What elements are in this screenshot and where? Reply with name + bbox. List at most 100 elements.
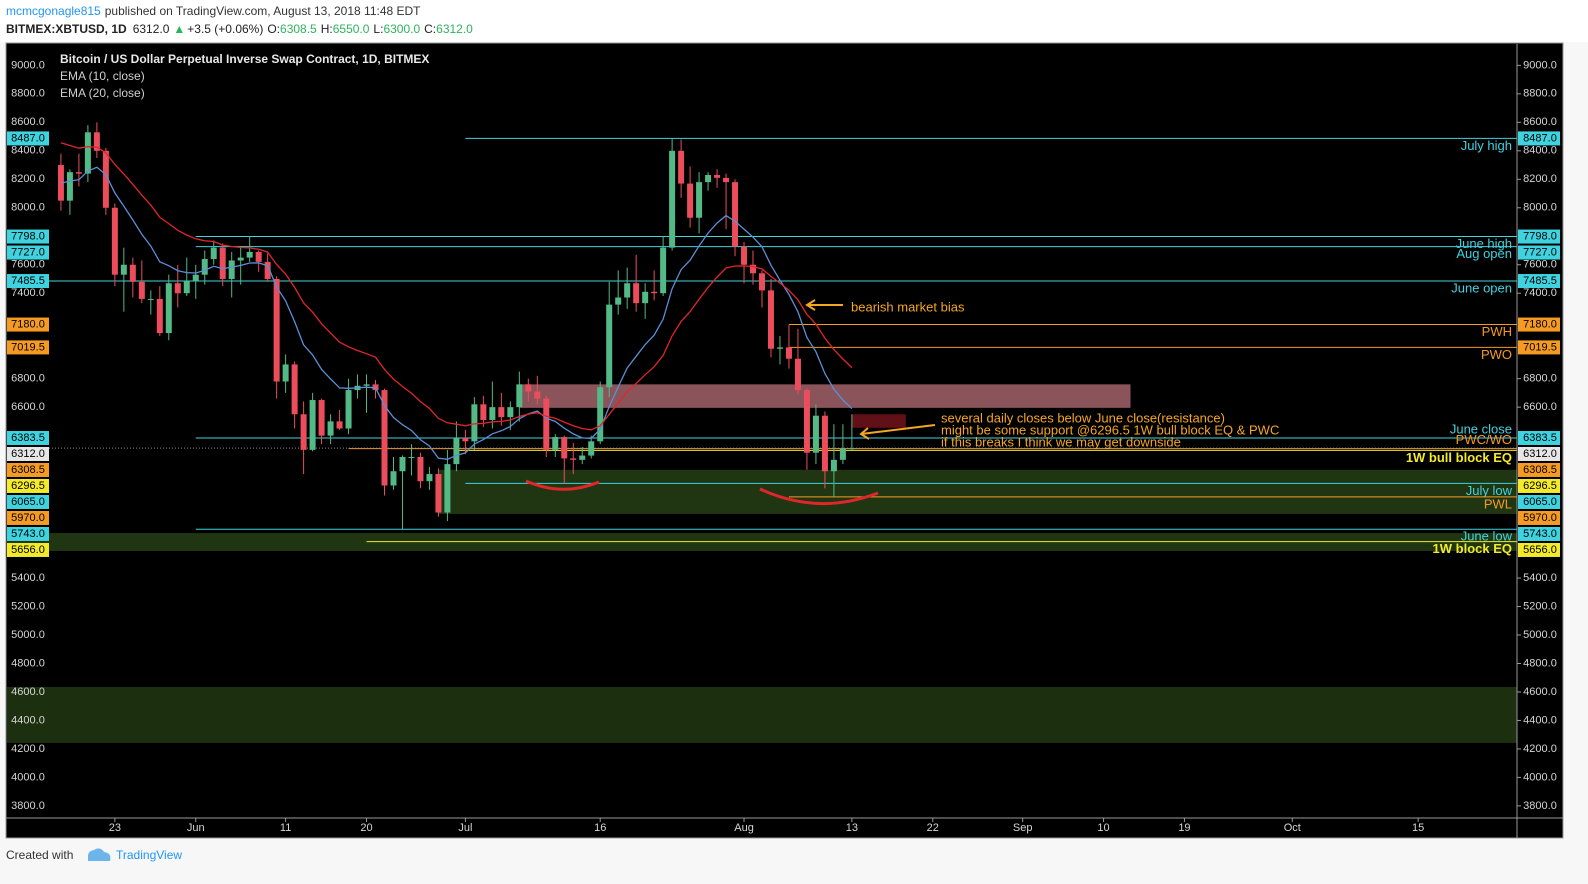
candle-body [785, 347, 792, 359]
arrow [859, 424, 936, 440]
price-badge-label: 7485.5 [1523, 275, 1557, 287]
y-tick-label: 8400.0 [1523, 145, 1557, 157]
header-line: mcmcgonagle815 published on TradingView.c… [6, 4, 421, 18]
candle-body [615, 297, 622, 305]
candle-body [552, 437, 559, 450]
y-tick-label: 5400.0 [1523, 572, 1557, 584]
candle-body [821, 415, 828, 472]
candle-body [543, 398, 550, 450]
candle-body [624, 283, 631, 298]
candle-body [417, 456, 424, 482]
price-badge [7, 510, 49, 525]
candle-body [812, 415, 819, 453]
candle-body [93, 132, 100, 151]
y-tick-label: 4200.0 [11, 743, 45, 755]
candle-body [732, 182, 739, 247]
y-tick-label: 7600.0 [11, 259, 45, 271]
last: 6312.0 [133, 22, 170, 36]
price-badge [1518, 430, 1560, 445]
candle-body [147, 298, 154, 300]
price-badge-label: 7798.0 [11, 230, 45, 242]
candle-body [507, 407, 514, 418]
arrow [805, 299, 843, 311]
y-tick-label: 6600.0 [11, 401, 45, 413]
candle-body [381, 390, 388, 486]
price-badge-label: 7019.5 [11, 341, 45, 353]
price-badge-label: 7019.5 [1523, 341, 1557, 353]
price-badge [7, 494, 49, 509]
y-tick-label: 3800.0 [1523, 800, 1557, 812]
level-label: July high [1461, 138, 1512, 153]
level-label: June low [1461, 529, 1513, 544]
ema-lines [60, 142, 853, 460]
x-tick-label: 16 [594, 822, 606, 834]
price-badge [7, 478, 49, 493]
candle-body [336, 421, 343, 429]
x-tick-label: 20 [360, 822, 372, 834]
price-badge-label: 5970.0 [1523, 512, 1557, 524]
x-tick-label: Aug [734, 822, 754, 834]
y-tick-label: 4800.0 [1523, 657, 1557, 669]
candle-body [767, 290, 774, 349]
candle-body [803, 390, 810, 453]
x-tick-label: 10 [1097, 822, 1109, 834]
level-label: PWO [1481, 347, 1512, 362]
y-tick-label: 4600.0 [1523, 686, 1557, 698]
price-badge [7, 542, 49, 557]
annotation: several daily closes below June close(re… [941, 410, 1225, 425]
candle-body [390, 471, 397, 486]
y-tick-label: 9000.0 [1523, 59, 1557, 71]
candle-body [210, 247, 217, 260]
candles [57, 122, 855, 530]
level-label: 1W block EQ [1433, 541, 1512, 556]
price-badge [1518, 510, 1560, 525]
published: published on TradingView.com, August 13,… [105, 4, 421, 18]
footer-brand: TradingView [116, 848, 182, 862]
candle-body [183, 281, 190, 294]
level-label: June open [1451, 280, 1512, 295]
change: +3.5 (+0.06%) [187, 22, 263, 36]
level-label: PWC/WO [1456, 432, 1512, 447]
candle-body [435, 474, 442, 513]
candle-body [606, 304, 613, 388]
candle-body [660, 247, 667, 294]
candle-body [741, 246, 748, 265]
arc [525, 479, 600, 491]
candle-body [84, 132, 91, 174]
candle-body [102, 150, 109, 208]
x-tick-label: 22 [927, 822, 939, 834]
legend-entry: EMA (20, close) [60, 86, 145, 100]
price-badge [1518, 494, 1560, 509]
candle-body [480, 404, 487, 420]
header-bg [0, 0, 1588, 42]
price-badge-label: 6065.0 [1523, 496, 1557, 508]
zone [519, 384, 1131, 408]
price-badge-label: 7180.0 [1523, 318, 1557, 330]
ohlc-key: L: [373, 22, 383, 36]
candle-body [120, 264, 127, 275]
annotation: bearish market bias [851, 299, 965, 314]
candle-body [66, 172, 73, 201]
price-badge [7, 340, 49, 355]
level-label: June high [1456, 236, 1512, 251]
y-tick-label: 4400.0 [1523, 714, 1557, 726]
price-badge [7, 446, 49, 461]
candle-body [156, 298, 163, 334]
candle-body [579, 455, 586, 460]
candle-body [75, 172, 82, 174]
price-badge-label: 7180.0 [11, 318, 45, 330]
x-tick-label: Jun [187, 822, 205, 834]
zone [438, 469, 1517, 514]
zone [7, 686, 1517, 743]
candle-body [129, 264, 136, 282]
ema-line [60, 166, 853, 460]
y-tick-label: 8000.0 [11, 202, 45, 214]
candle-body [264, 261, 271, 279]
candle-body [138, 281, 145, 299]
price-badge [7, 274, 49, 289]
candle-body [597, 387, 604, 442]
candle-body [588, 441, 595, 456]
annotation: might be some support @6296.5 1W bull bl… [941, 422, 1279, 437]
price-badge-label: 7485.5 [11, 275, 45, 287]
